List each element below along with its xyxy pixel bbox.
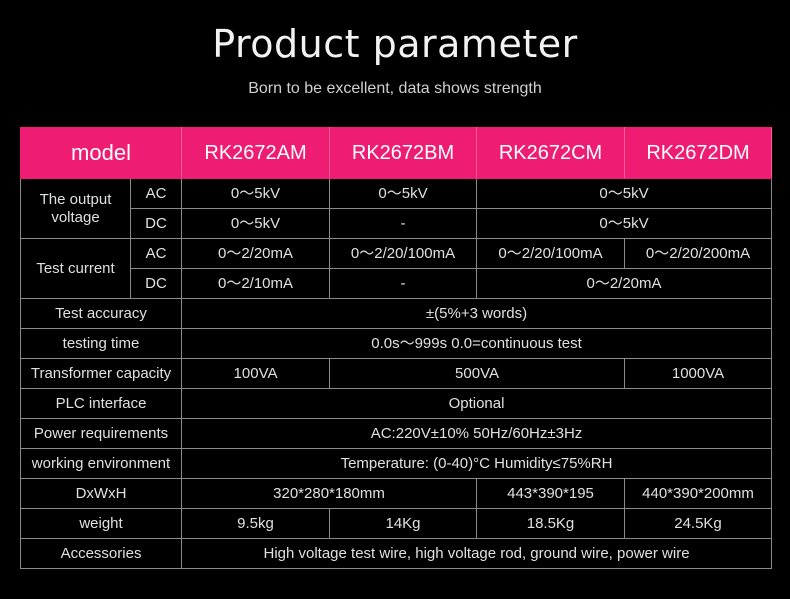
weight-c: 18.5Kg <box>476 508 626 539</box>
test-accuracy-value: ±(5%+3 words) <box>181 298 773 329</box>
power-requirements-label: Power requirements <box>19 418 183 449</box>
weight-b: 14Kg <box>329 508 478 539</box>
accessories-label: Accessories <box>19 538 183 569</box>
weight-label: weight <box>19 508 183 539</box>
working-environment-value: Temperature: (0-40)°C Humidity≤75%RH <box>181 448 773 479</box>
output-voltage-ac-b: 0～5kV <box>329 178 478 209</box>
working-environment-label: working environment <box>19 448 183 479</box>
table-row: DC 0～2/10mA - 0～2/20mA <box>21 268 773 299</box>
table-row: DxWxH 320*280*180mm 443*390*195 440*390*… <box>19 478 773 509</box>
power-requirements-value: AC:220V±10% 50Hz/60Hz±3Hz <box>181 418 773 449</box>
output-voltage-label: The output voltage <box>20 178 131 239</box>
output-voltage-ac-label: AC <box>129 178 183 209</box>
output-voltage-dc-cd: 0～5kV <box>476 208 773 239</box>
page-title: Product parameter <box>212 22 578 66</box>
parameter-table: model RK2672AM RK2672BM RK2672CM RK2672D… <box>19 127 773 569</box>
page-subtitle: Born to be excellent, data shows strengt… <box>248 80 542 97</box>
accessories-value: High voltage test wire, high voltage rod… <box>181 538 773 569</box>
test-current-dc-label: DC <box>129 268 183 299</box>
transformer-capacity-d: 1000VA <box>624 358 773 389</box>
table-row: The output voltage AC 0～5kV 0～5kV 0～5kV <box>20 178 773 239</box>
weight-a: 9.5kg <box>181 508 331 539</box>
header-model-a: RK2672AM <box>181 127 331 179</box>
dimensions-ab: 320*280*180mm <box>181 478 478 509</box>
header-model-d: RK2672DM <box>624 127 773 179</box>
table-row: DC 0～5kV - 0～5kV <box>21 208 773 239</box>
header-model: model <box>19 127 183 179</box>
dimensions-d: 440*390*200mm <box>624 478 773 509</box>
table-row: working environment Temperature: (0-40)°… <box>19 448 773 479</box>
test-current-ac-d: 0～2/20/200mA <box>624 238 773 269</box>
plc-interface-value: Optional <box>181 388 773 419</box>
testing-time-value: 0.0s～999s 0.0=continuous test <box>181 328 773 359</box>
plc-interface-label: PLC interface <box>19 388 183 419</box>
testing-time-label: testing time <box>19 328 183 359</box>
dimensions-c: 443*390*195 <box>476 478 626 509</box>
test-current-ac-a: 0～2/20mA <box>181 238 331 269</box>
test-current-ac-b: 0～2/20/100mA <box>329 238 478 269</box>
output-voltage-ac-cd: 0～5kV <box>476 178 773 209</box>
table-row: Accessories High voltage test wire, high… <box>19 538 773 569</box>
table-row: PLC interface Optional <box>19 388 773 419</box>
output-voltage-dc-label: DC <box>129 208 183 239</box>
header-model-c: RK2672CM <box>476 127 626 179</box>
transformer-capacity-label: Transformer capacity <box>19 358 183 389</box>
test-current-dc-a: 0～2/10mA <box>181 268 331 299</box>
weight-d: 24.5Kg <box>624 508 773 539</box>
table-row: Transformer capacity 100VA 500VA 1000VA <box>19 358 773 389</box>
test-current-ac-c: 0～2/20/100mA <box>476 238 626 269</box>
test-current-label: Test current <box>20 238 131 299</box>
table-header-row: model RK2672AM RK2672BM RK2672CM RK2672D… <box>19 127 773 179</box>
test-current-ac-label: AC <box>129 238 183 269</box>
table-row: Test accuracy ±(5%+3 words) <box>19 298 773 329</box>
test-current-dc-cd: 0～2/20mA <box>476 268 773 299</box>
table-row: weight 9.5kg 14Kg 18.5Kg 24.5Kg <box>19 508 773 539</box>
table-row: Power requirements AC:220V±10% 50Hz/60Hz… <box>19 418 773 449</box>
transformer-capacity-bc: 500VA <box>329 358 626 389</box>
output-voltage-dc-b: - <box>329 208 478 239</box>
header-model-b: RK2672BM <box>329 127 478 179</box>
table-row: testing time 0.0s～999s 0.0=continuous te… <box>19 328 773 359</box>
transformer-capacity-a: 100VA <box>181 358 331 389</box>
output-voltage-ac-a: 0～5kV <box>181 178 331 209</box>
output-voltage-dc-a: 0～5kV <box>181 208 331 239</box>
test-current-dc-b: - <box>329 268 478 299</box>
table-row: Test current AC 0～2/20mA 0～2/20/100mA 0～… <box>20 238 773 299</box>
dimensions-label: DxWxH <box>19 478 183 509</box>
test-accuracy-label: Test accuracy <box>19 298 183 329</box>
